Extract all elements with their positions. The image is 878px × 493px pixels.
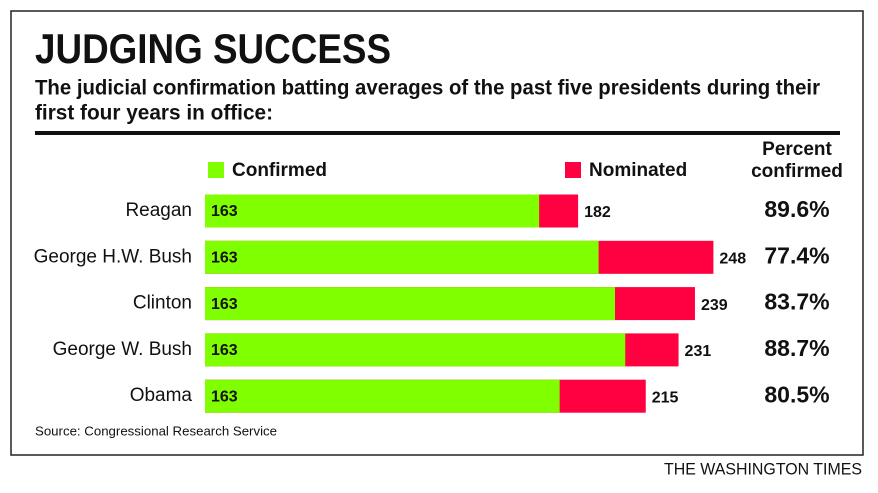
subtitle: first four years in office: xyxy=(35,102,273,125)
percent-label: 77.4% xyxy=(764,242,829,268)
legend-swatch xyxy=(208,162,224,178)
percent-label: 88.7% xyxy=(764,335,829,361)
value-label: 248 xyxy=(719,251,746,268)
percent-header: confirmed xyxy=(751,161,843,182)
bar xyxy=(205,333,626,367)
credit: THE WASHINGTON TIMES xyxy=(664,459,862,478)
rule xyxy=(35,131,840,135)
percent-label: 89.6% xyxy=(764,196,829,222)
category-label: George W. Bush xyxy=(53,339,192,360)
legend-swatch xyxy=(565,162,581,178)
percent-label: 80.5% xyxy=(764,381,829,407)
frame xyxy=(10,10,864,456)
percent-header: Percent xyxy=(762,139,832,160)
bar xyxy=(205,240,599,274)
category-label: Clinton xyxy=(133,293,192,314)
bar xyxy=(205,287,615,321)
chart-title: JUDGING SUCCESS xyxy=(35,25,391,72)
bar-label: 163 xyxy=(211,342,238,359)
value-label: 182 xyxy=(584,204,611,221)
category-label: Obama xyxy=(130,385,193,406)
percent-label: 83.7% xyxy=(764,289,829,315)
bar-label: 163 xyxy=(211,388,238,405)
legend-label: Nominated xyxy=(589,160,687,181)
bar-label: 163 xyxy=(211,250,238,267)
bar xyxy=(205,379,560,413)
bar xyxy=(205,194,540,228)
value-label: 215 xyxy=(652,389,679,406)
source: Source: Congressional Research Service xyxy=(35,423,277,438)
subtitle: The judicial confirmation batting averag… xyxy=(35,77,820,100)
category-label: Reagan xyxy=(125,200,192,221)
category-label: George H.W. Bush xyxy=(34,246,192,267)
bar-label: 163 xyxy=(211,296,238,313)
legend-label: Confirmed xyxy=(232,160,327,181)
value-label: 239 xyxy=(701,297,728,314)
value-label: 231 xyxy=(685,343,712,360)
bar-label: 163 xyxy=(211,203,238,220)
